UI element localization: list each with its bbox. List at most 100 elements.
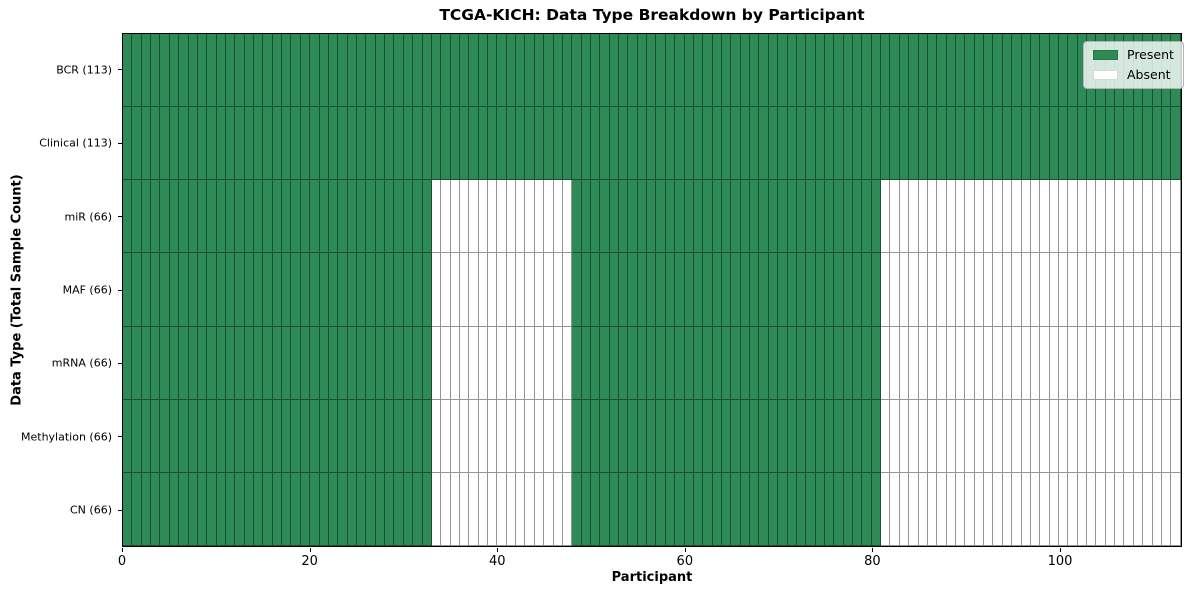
cell-present: [806, 34, 816, 108]
cell-present: [693, 326, 704, 400]
cell-present: [684, 107, 694, 181]
cell-present: [123, 472, 133, 546]
cell-present: [328, 399, 339, 473]
cell-present: [310, 253, 320, 327]
cell-absent: [1143, 326, 1153, 400]
cell-absent: [1124, 326, 1134, 400]
cell-absent: [918, 326, 928, 400]
cell-present: [235, 326, 245, 400]
cell-present: [225, 180, 236, 254]
cell-present: [1030, 107, 1041, 181]
cell-absent: [946, 472, 956, 546]
cell-present: [310, 34, 320, 108]
cell-present: [862, 399, 872, 473]
x-axis-ticks: 0 20 40 60 80 100: [118, 547, 1182, 571]
cell-absent: [965, 399, 975, 473]
cell-absent: [1133, 253, 1144, 327]
cell-absent: [441, 253, 451, 327]
cell-present: [609, 326, 620, 400]
cell-present: [1021, 107, 1031, 181]
cell-absent: [516, 180, 526, 254]
cell-absent: [890, 253, 900, 327]
cell-present: [216, 107, 226, 181]
ytick-label: miR (66): [64, 210, 113, 224]
legend-label-absent: Absent: [1127, 66, 1171, 82]
ytick-label: mRNA (66): [51, 356, 112, 370]
cell-present: [207, 107, 217, 181]
heatmap-row-mrna: [123, 326, 1181, 400]
cell-present: [263, 472, 273, 546]
cell-present: [600, 253, 610, 327]
cell-present: [590, 472, 601, 546]
cell-present: [319, 399, 329, 473]
cell-present: [656, 472, 666, 546]
cell-absent: [488, 253, 498, 327]
cell-present: [1049, 107, 1059, 181]
cell-present: [656, 180, 666, 254]
cell-present: [254, 399, 264, 473]
cell-absent: [965, 326, 975, 400]
cell-present: [356, 253, 367, 327]
cell-present: [188, 399, 198, 473]
cell-absent: [431, 180, 442, 254]
cell-absent: [899, 326, 910, 400]
cell-present: [160, 180, 170, 254]
cell-present: [272, 107, 283, 181]
cell-present: [759, 34, 769, 108]
cell-present: [347, 472, 357, 546]
cell-absent: [1115, 399, 1125, 473]
cell-present: [778, 180, 788, 254]
cell-absent: [1115, 180, 1125, 254]
cell-present: [899, 34, 910, 108]
cell-present: [862, 326, 872, 400]
cell-present: [572, 107, 582, 181]
cell-present: [862, 472, 872, 546]
cell-absent: [459, 472, 470, 546]
cell-absent: [881, 326, 891, 400]
cell-present: [123, 399, 133, 473]
cell-absent: [1096, 253, 1106, 327]
cell-present: [862, 180, 872, 254]
cell-present: [778, 326, 788, 400]
cell-present: [722, 253, 732, 327]
cell-absent: [955, 180, 966, 254]
ytick-mark: [118, 216, 122, 218]
cell-absent: [544, 399, 554, 473]
cell-present: [796, 472, 807, 546]
cell-absent: [544, 180, 554, 254]
cell-present: [123, 253, 133, 327]
ytick-mark: [118, 436, 122, 438]
cell-present: [628, 107, 638, 181]
legend-entry-present: Present: [1093, 48, 1174, 62]
cell-absent: [1143, 253, 1153, 327]
cell-present: [385, 180, 395, 254]
cell-absent: [965, 472, 975, 546]
cell-present: [927, 34, 938, 108]
cell-present: [300, 180, 311, 254]
cell-present: [394, 180, 404, 254]
cell-absent: [1105, 326, 1116, 400]
cell-absent: [459, 399, 470, 473]
cell-present: [759, 107, 769, 181]
cell-absent: [890, 180, 900, 254]
ytick-label: Methylation (66): [21, 430, 112, 444]
cell-absent: [1030, 399, 1041, 473]
cell-absent: [534, 472, 545, 546]
cell-absent: [1171, 472, 1181, 546]
cell-present: [1002, 34, 1013, 108]
cell-present: [965, 34, 975, 108]
cell-present: [254, 326, 264, 400]
cell-present: [207, 399, 217, 473]
cell-absent: [525, 399, 535, 473]
cell-absent: [899, 180, 910, 254]
cell-absent: [965, 180, 975, 254]
cell-absent: [516, 399, 526, 473]
ytick-label: BCR (113): [56, 63, 112, 77]
cell-absent: [1133, 472, 1144, 546]
cell-absent: [506, 180, 517, 254]
cell-absent: [1040, 253, 1050, 327]
cell-absent: [1087, 472, 1097, 546]
cell-absent: [937, 180, 947, 254]
cell-absent: [1040, 180, 1050, 254]
cell-present: [853, 472, 863, 546]
